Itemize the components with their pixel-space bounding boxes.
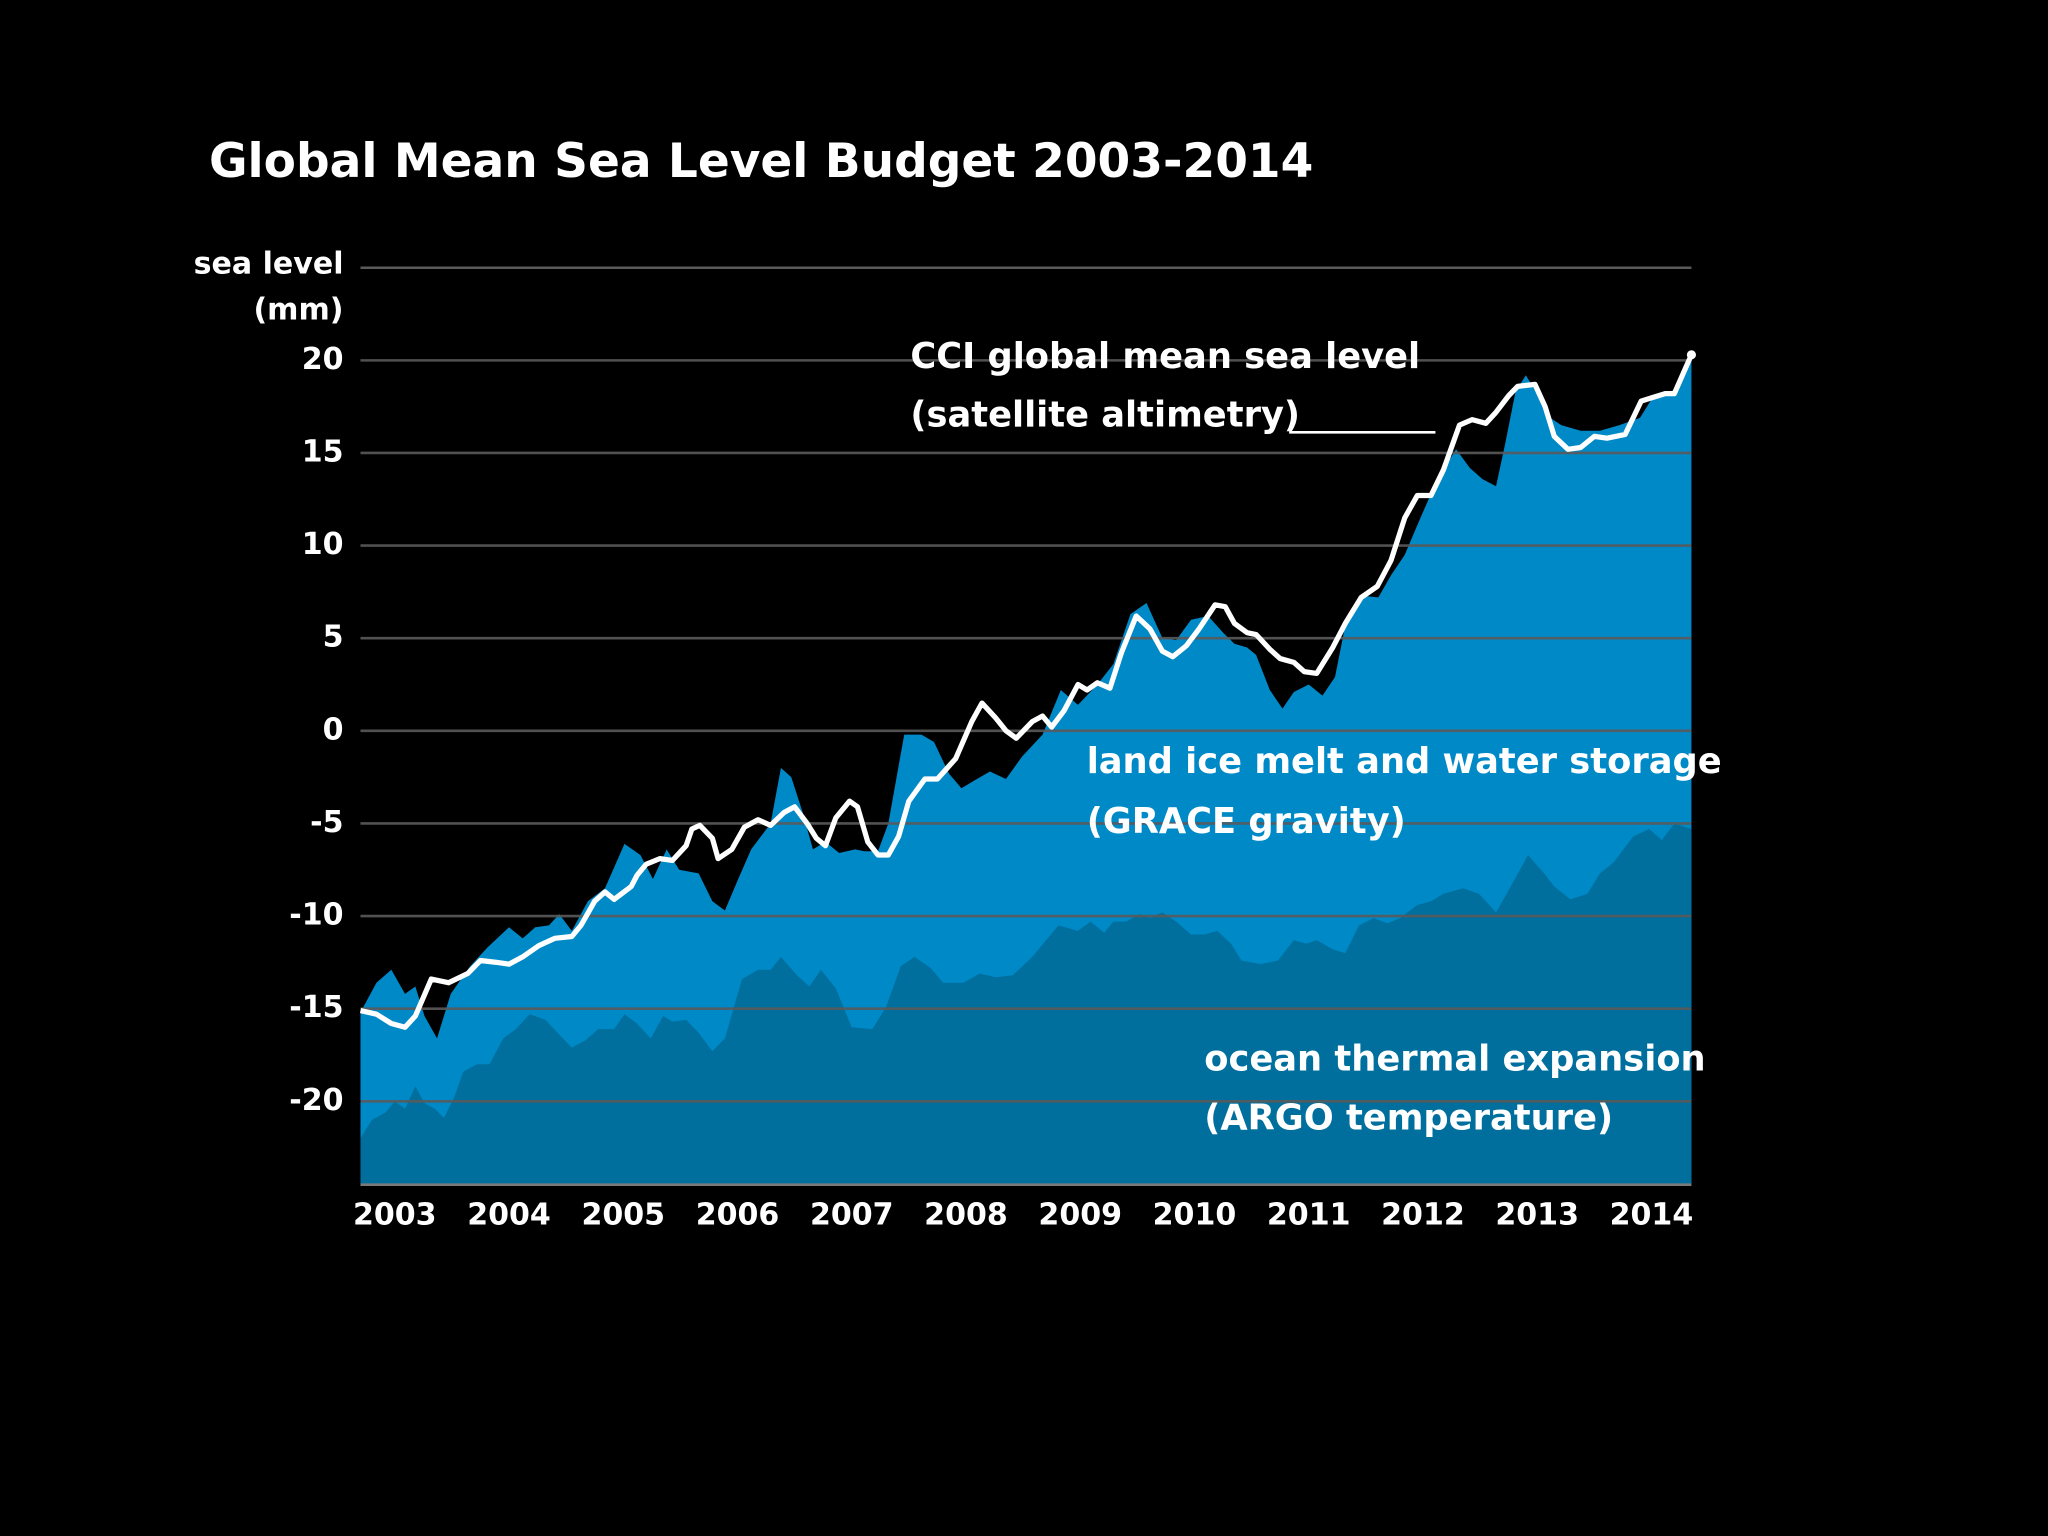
- x-tick-label: 2010: [1153, 1198, 1237, 1233]
- line-end: [1686, 350, 1696, 360]
- chart-title: Global Mean Sea Level Budget 2003-2014: [209, 134, 1313, 189]
- y-tick-label: -10: [289, 898, 343, 933]
- series-label: CCI global mean sea level: [910, 336, 1420, 377]
- y-tick-label: -20: [289, 1083, 343, 1118]
- x-tick-label: 2004: [467, 1198, 551, 1233]
- x-tick-label: 2005: [581, 1198, 665, 1233]
- series-label: (satellite altimetry): [910, 395, 1300, 436]
- x-tick-label: 2003: [353, 1198, 437, 1233]
- y-tick-label: 0: [323, 712, 344, 747]
- line: [359, 353, 1694, 1030]
- y-tick-label: -5: [310, 805, 343, 840]
- x-tick-label: 2008: [924, 1198, 1008, 1233]
- series-label: (GRACE gravity): [1087, 801, 1406, 842]
- x-tick-label: 2007: [810, 1198, 894, 1233]
- x-tick-label: 2013: [1495, 1198, 1579, 1233]
- x-tick-label: 2009: [1038, 1198, 1122, 1233]
- y-axis-label: (mm): [253, 292, 343, 327]
- y-tick-label: -15: [289, 990, 343, 1025]
- series-label: land ice melt and water storage: [1087, 741, 1722, 782]
- y-axis-label: sea level: [194, 247, 344, 282]
- x-tick-label: 2006: [696, 1198, 780, 1233]
- x-tick-label: 2012: [1381, 1198, 1465, 1233]
- x-tick-label: 2011: [1267, 1198, 1351, 1233]
- x-tick-label: 2014: [1610, 1198, 1694, 1233]
- y-tick-label: 5: [323, 620, 344, 655]
- y-tick-label: 10: [302, 527, 344, 562]
- series-label: (ARGO temperature): [1204, 1097, 1613, 1138]
- area: [360, 823, 1692, 1185]
- y-tick-label: 20: [302, 342, 344, 377]
- y-tick-label: 15: [302, 434, 344, 469]
- series-label: ocean thermal expansion: [1204, 1039, 1705, 1080]
